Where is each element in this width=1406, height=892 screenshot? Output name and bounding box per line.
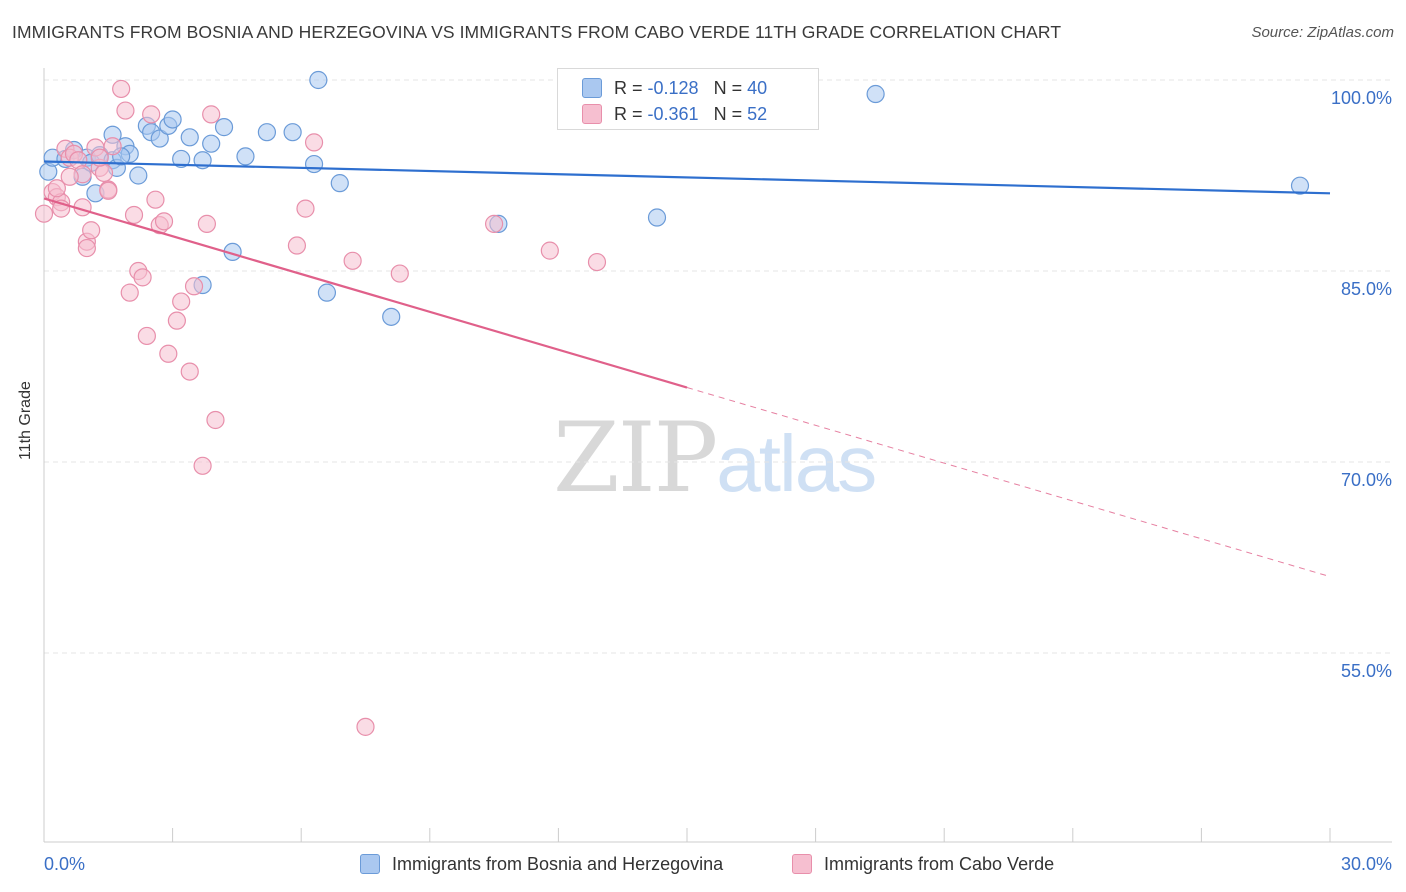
legend-swatch-pink <box>792 854 812 874</box>
n-value: 52 <box>747 103 768 124</box>
data-point-caboverde <box>99 181 118 200</box>
data-point-caboverde <box>47 179 66 198</box>
y-tick-label: 55.0% <box>1341 661 1392 681</box>
watermark-zip: ZIP <box>553 402 718 514</box>
data-point-caboverde <box>287 236 307 255</box>
legend-item-bosnia: Immigrants from Bosnia and Herzegovina <box>360 851 723 877</box>
data-point-bosnia <box>214 118 234 137</box>
data-point-bosnia <box>129 166 148 185</box>
n-label: N = <box>713 77 743 98</box>
data-point-caboverde <box>159 344 178 363</box>
data-point-caboverde <box>103 137 122 156</box>
data-point-caboverde <box>120 283 139 302</box>
data-point-bosnia <box>304 154 324 174</box>
y-tick-label: 70.0% <box>1341 470 1392 490</box>
data-point-bosnia <box>172 149 191 169</box>
data-point-bosnia <box>382 307 401 326</box>
data-point-caboverde <box>296 199 315 218</box>
data-point-bosnia <box>236 147 255 166</box>
data-point-caboverde <box>390 264 409 283</box>
legend-row-bosnia: R = -0.128 N = 40 <box>582 77 767 99</box>
data-point-caboverde <box>94 163 114 183</box>
x-tick-label: 0.0% <box>44 854 85 874</box>
data-point-bosnia <box>647 208 667 227</box>
data-point-caboverde <box>485 214 504 233</box>
data-point-caboverde <box>82 221 101 240</box>
r-label: R = <box>614 103 643 124</box>
data-point-caboverde <box>154 212 174 231</box>
data-point-caboverde <box>180 362 199 381</box>
watermark: ZIPatlas <box>553 402 877 514</box>
data-point-caboverde <box>587 252 607 272</box>
legend-label-bosnia: Immigrants from Bosnia and Herzegovina <box>392 853 724 874</box>
data-point-caboverde <box>167 311 186 330</box>
data-point-caboverde <box>540 241 559 260</box>
trend-line-bosnia <box>43 160 1331 195</box>
data-point-caboverde <box>133 268 152 287</box>
n-value: 40 <box>747 77 768 98</box>
data-point-bosnia <box>163 110 182 129</box>
data-point-bosnia <box>866 84 885 104</box>
data-point-bosnia <box>317 283 337 302</box>
data-point-caboverde <box>184 277 204 296</box>
data-point-caboverde <box>206 410 225 430</box>
legend-row-caboverde: R = -0.361 N = 52 <box>582 103 767 125</box>
trend-line-caboverde-extrapolated <box>686 387 1331 578</box>
y-tick-label: 100.0% <box>1331 88 1392 108</box>
data-point-bosnia <box>180 128 199 147</box>
trend-line-caboverde <box>43 197 688 389</box>
data-point-caboverde <box>172 292 191 311</box>
legend-swatch-blue <box>360 854 380 874</box>
data-point-bosnia <box>1290 176 1310 195</box>
data-point-caboverde <box>137 326 156 346</box>
data-point-bosnia <box>283 123 302 142</box>
r-label: R = <box>614 77 643 98</box>
data-point-caboverde <box>202 105 221 124</box>
data-point-caboverde <box>124 205 144 225</box>
r-value: -0.361 <box>647 103 699 124</box>
data-point-caboverde <box>112 79 131 99</box>
data-point-caboverde <box>304 133 324 152</box>
data-point-bosnia <box>202 134 221 153</box>
legend-label-caboverde: Immigrants from Cabo Verde <box>824 853 1055 874</box>
watermark-atlas: atlas <box>716 419 877 508</box>
data-point-caboverde <box>356 717 375 736</box>
y-tick-label: 85.0% <box>1341 279 1392 299</box>
n-label: N = <box>713 103 743 124</box>
data-point-caboverde <box>343 251 362 270</box>
r-value: -0.128 <box>647 77 699 98</box>
data-point-bosnia <box>150 129 169 148</box>
data-point-caboverde <box>116 101 135 120</box>
data-point-caboverde <box>34 204 54 223</box>
legend-item-caboverde: Immigrants from Cabo Verde <box>792 851 1054 877</box>
data-point-caboverde <box>197 214 216 233</box>
source-note: Source: ZipAtlas.com <box>1251 24 1394 41</box>
data-point-caboverde <box>142 105 161 124</box>
data-point-bosnia <box>330 174 349 193</box>
legend-swatch-pink <box>582 104 602 124</box>
data-point-caboverde <box>60 167 79 186</box>
data-point-caboverde <box>77 238 96 258</box>
correlation-legend: R = -0.128 N = 40 R = -0.361 N = 52 <box>557 68 819 130</box>
data-point-bosnia <box>257 123 277 142</box>
legend-swatch-blue <box>582 78 602 98</box>
y-axis-label: 11th Grade <box>17 381 34 460</box>
data-point-caboverde <box>193 456 212 475</box>
data-point-bosnia <box>309 70 328 90</box>
data-point-caboverde <box>146 190 165 209</box>
x-tick-label: 30.0% <box>1341 854 1392 874</box>
chart-title: IMMIGRANTS FROM BOSNIA AND HERZEGOVINA V… <box>12 22 1062 42</box>
